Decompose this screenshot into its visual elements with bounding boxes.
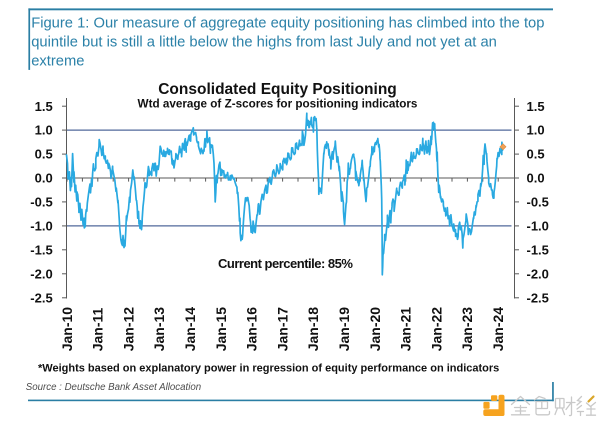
svg-text:0.5: 0.5 xyxy=(35,147,53,162)
svg-text:-1.5: -1.5 xyxy=(527,242,549,257)
svg-text:Figure 1: Our measure of aggre: Figure 1: Our measure of aggregate equit… xyxy=(31,15,544,31)
svg-text:Jan-20: Jan-20 xyxy=(367,307,383,352)
svg-text:Jan-19: Jan-19 xyxy=(336,307,352,352)
svg-text:Current percentile: 85%: Current percentile: 85% xyxy=(218,256,353,271)
svg-text:1.0: 1.0 xyxy=(35,123,53,138)
svg-text:0.5: 0.5 xyxy=(527,147,545,162)
svg-text:Jan-16: Jan-16 xyxy=(244,307,260,352)
svg-text:Jan-12: Jan-12 xyxy=(120,307,136,352)
svg-text:Jan-23: Jan-23 xyxy=(459,307,475,352)
svg-text:*Weights based on explanatory: *Weights based on explanatory power in r… xyxy=(38,363,499,375)
svg-text:1.5: 1.5 xyxy=(35,99,53,114)
svg-text:Source : Deutsche Bank Asset A: Source : Deutsche Bank Asset Allocation xyxy=(26,382,201,393)
svg-text:0.0: 0.0 xyxy=(527,171,545,186)
svg-text:-2.5: -2.5 xyxy=(30,290,52,305)
svg-text:Jan-21: Jan-21 xyxy=(398,307,414,352)
svg-text:-0.5: -0.5 xyxy=(30,195,52,210)
svg-text:1.0: 1.0 xyxy=(527,123,545,138)
svg-text:quintile but is still a little: quintile but is still a little below the… xyxy=(31,34,497,50)
svg-text:1.5: 1.5 xyxy=(527,99,545,114)
svg-text:Jan-17: Jan-17 xyxy=(274,307,290,352)
svg-text:Jan-22: Jan-22 xyxy=(428,307,444,352)
svg-text:-2.5: -2.5 xyxy=(527,290,549,305)
svg-text:Consolidated Equity Positionin: Consolidated Equity Positioning xyxy=(158,81,397,98)
svg-text:-1.0: -1.0 xyxy=(30,219,52,234)
svg-text:Jan-10: Jan-10 xyxy=(59,307,75,352)
svg-text:Jan-14: Jan-14 xyxy=(182,307,198,352)
svg-text:Wtd average of Z-scores for po: Wtd average of Z-scores for positioning … xyxy=(138,97,418,110)
svg-text:Jan-24: Jan-24 xyxy=(490,307,506,352)
svg-text:extreme: extreme xyxy=(31,53,84,69)
svg-text:-2.0: -2.0 xyxy=(30,266,52,281)
svg-text:Jan-15: Jan-15 xyxy=(213,307,229,352)
svg-text:Jan-13: Jan-13 xyxy=(151,307,167,352)
svg-text:-1.0: -1.0 xyxy=(527,219,549,234)
svg-text:Jan-11: Jan-11 xyxy=(90,308,106,352)
svg-text:-1.5: -1.5 xyxy=(30,242,52,257)
svg-text:0.0: 0.0 xyxy=(35,171,53,186)
svg-text:-0.5: -0.5 xyxy=(527,195,549,210)
svg-text:-2.0: -2.0 xyxy=(527,266,549,281)
svg-text:Jan-18: Jan-18 xyxy=(305,307,321,352)
